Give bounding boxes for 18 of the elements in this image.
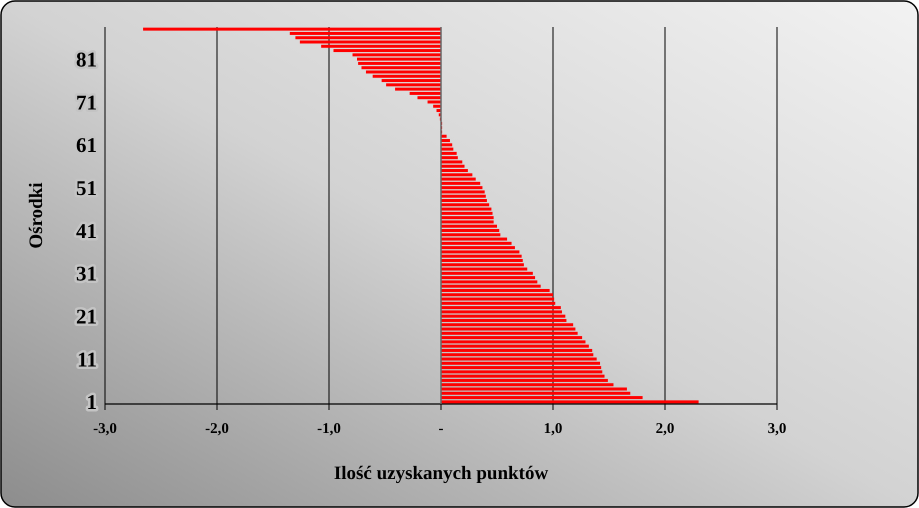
- y-tick-label: 1: [86, 390, 97, 414]
- x-tick-label: 1,0: [544, 421, 562, 437]
- y-tick-label: 21: [76, 304, 97, 329]
- y-axis-title: Ośrodki: [26, 182, 47, 249]
- x-tick-label: -1,0: [317, 421, 341, 437]
- y-tick-label: 81: [76, 47, 97, 72]
- x-tick-label: -: [438, 421, 444, 437]
- y-tick-label: 71: [76, 90, 97, 114]
- x-tick-label: 3,0: [768, 421, 786, 437]
- y-tick-label: 51: [76, 176, 97, 200]
- y-tick-label: 61: [76, 133, 97, 158]
- x-tick-label: -2,0: [205, 421, 229, 437]
- x-tick-label: 2,0: [656, 421, 674, 437]
- y-tick-label: 41: [76, 218, 97, 243]
- x-axis-title: Ilość uzyskanych punktów: [334, 463, 548, 484]
- y-tick-label: 31: [76, 262, 97, 286]
- x-tick-label: -3,0: [93, 421, 117, 437]
- y-tick-label: 11: [77, 347, 97, 372]
